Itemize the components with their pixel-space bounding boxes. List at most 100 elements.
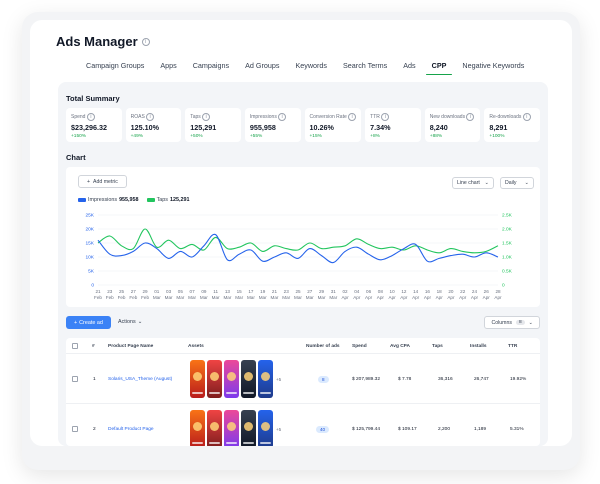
metric-card-spend: Spend i $23,296.32 +150% <box>66 108 122 142</box>
screenshot-thumbnail[interactable] <box>207 360 222 398</box>
row-checkbox[interactable] <box>72 376 78 382</box>
header-spend[interactable]: Spend <box>352 344 367 349</box>
screenshot-thumbnail[interactable] <box>224 360 239 398</box>
header-ttr[interactable]: TTR <box>508 344 518 349</box>
tab-negative-keywords[interactable]: Negative Keywords <box>462 61 525 70</box>
header-installs[interactable]: Installs <box>470 344 487 349</box>
row-taps: 36,316 <box>438 377 453 382</box>
metric-card-impressions: Impressions i 955,958 +55% <box>244 108 301 142</box>
screenshot-thumbnail[interactable] <box>258 410 273 446</box>
chart-legend: Impressions 955,958 Taps 125,291 <box>78 197 189 203</box>
metric-value: 955,958 <box>249 123 276 132</box>
screenshot-thumbnail[interactable] <box>190 360 205 398</box>
x-axis-tick-day: 15 <box>237 289 243 294</box>
screenshot-thumbnail[interactable] <box>190 410 205 446</box>
header-number[interactable]: # <box>92 344 95 349</box>
header-product-page-name[interactable]: Product Page Name <box>108 344 154 349</box>
legend-total: 955,958 <box>119 197 139 203</box>
create-ad-label: Create ad <box>79 319 103 326</box>
header-assets[interactable]: Assets <box>188 344 204 349</box>
chart-type-select[interactable]: Line chart ⌄ <box>452 177 494 189</box>
table-row[interactable]: 2 Default Product Page +5 40 $ 125,799.4… <box>66 404 540 446</box>
x-axis-tick-month: Apr <box>353 295 361 300</box>
x-axis-tick-month: Apr <box>494 295 502 300</box>
info-icon: i <box>381 113 390 121</box>
metric-label: Impressions <box>249 114 277 120</box>
tab-search-terms[interactable]: Search Terms <box>343 61 388 70</box>
asset-thumbnails[interactable]: +5 <box>190 360 281 398</box>
metric-change: +150% <box>71 134 87 139</box>
chevron-down-icon: ⌄ <box>528 319 533 326</box>
screenshot-thumbnail[interactable] <box>224 410 239 446</box>
tab-ads[interactable]: Ads <box>403 61 416 70</box>
product-page-link[interactable]: Solaris_USA_Theme (August) <box>108 377 173 382</box>
actions-dropdown[interactable]: Actions ⌄ <box>118 319 142 325</box>
info-icon: i <box>146 113 155 121</box>
x-axis-tick-day: 01 <box>154 289 160 294</box>
row-checkbox[interactable] <box>72 426 78 432</box>
x-axis-tick-month: Mar <box>306 295 314 300</box>
more-assets-count[interactable]: +5 <box>276 426 282 432</box>
metric-label: ROAS <box>130 114 145 120</box>
legend-swatch <box>146 198 155 202</box>
info-icon[interactable]: i <box>141 37 150 46</box>
actions-label: Actions <box>118 319 136 325</box>
x-axis-tick-day: 16 <box>425 289 431 294</box>
row-installs: 1,189 <box>474 427 487 432</box>
legend-item-taps[interactable]: Taps 125,291 <box>146 197 189 203</box>
screenshot-thumbnail[interactable] <box>258 360 273 398</box>
tab-ad-groups[interactable]: Ad Groups <box>245 61 280 70</box>
metric-change: +8% <box>370 134 380 139</box>
chart-type-value: Line chart <box>457 180 480 186</box>
create-ad-button[interactable]: + Create ad <box>66 316 111 329</box>
legend-item-impressions[interactable]: Impressions 955,958 <box>78 197 139 203</box>
header-taps[interactable]: Taps <box>432 344 443 349</box>
x-axis-tick-day: 19 <box>260 289 266 294</box>
table-row[interactable]: 1 Solaris_USA_Theme (August) +5 8 $ 207,… <box>66 354 540 404</box>
x-axis-tick-day: 07 <box>190 289 196 294</box>
x-axis-tick-month: Mar <box>165 295 173 300</box>
interval-select[interactable]: Daily ⌄ <box>500 177 534 189</box>
ads-manager-window: Ads Manager i Campaign Groups Apps Campa… <box>30 20 572 446</box>
header-avg-cpa[interactable]: Avg CPA <box>390 344 410 349</box>
x-axis-tick-day: 03 <box>166 289 172 294</box>
summary-metrics: Spend i $23,296.32 +150% ROAS i 125.10% … <box>66 108 541 142</box>
tab-cpp[interactable]: CPP <box>424 59 455 75</box>
row-installs: 26,747 <box>474 377 489 382</box>
tab-campaigns[interactable]: Campaigns <box>192 61 230 70</box>
product-page-link[interactable]: Default Product Page <box>108 427 154 432</box>
x-axis-tick-day: 26 <box>484 289 490 294</box>
x-axis-tick-month: Feb <box>141 295 149 300</box>
metric-value: $23,296.32 <box>71 123 107 132</box>
metric-card-conversion-rate: Conversion Rate i 10.26% +15% <box>304 108 362 142</box>
columns-dropdown[interactable]: Columns 8 ⌄ <box>484 316 540 329</box>
add-metric-label: Add metric <box>93 178 118 185</box>
x-axis-tick-month: Feb <box>94 295 102 300</box>
y-axis-right-tick: 0.5K <box>502 269 513 275</box>
row-avg-cpa: $ 7.78 <box>398 377 412 382</box>
chart-section-title: Chart <box>66 153 86 162</box>
metric-label: Conversion Rate <box>309 114 347 120</box>
metric-change: +50% <box>190 134 203 139</box>
header-number-of-ads[interactable]: Number of ads <box>306 344 340 349</box>
legend-label: Taps <box>156 197 168 203</box>
tab-campaign-groups[interactable]: Campaign Groups <box>86 61 145 70</box>
chevron-down-icon: ⌄ <box>484 180 489 186</box>
metric-value: 8,240 <box>429 123 448 132</box>
screenshot-thumbnail[interactable] <box>241 360 256 398</box>
screenshot-thumbnail[interactable] <box>207 410 222 446</box>
ads-count-badge: 40 <box>316 426 330 433</box>
tab-keywords[interactable]: Keywords <box>295 61 328 70</box>
x-axis-tick-day: 24 <box>472 289 478 294</box>
row-ttr: 19.92% <box>510 377 527 382</box>
x-axis-tick-day: 04 <box>354 289 360 294</box>
asset-thumbnails[interactable]: +5 <box>190 410 281 446</box>
screenshot-thumbnail[interactable] <box>241 410 256 446</box>
tab-apps[interactable]: Apps <box>160 61 177 70</box>
more-assets-count[interactable]: +5 <box>276 376 282 382</box>
select-all-checkbox[interactable] <box>72 343 78 349</box>
x-axis-tick-month: Apr <box>412 295 420 300</box>
x-axis-tick-month: Mar <box>212 295 220 300</box>
add-metric-button[interactable]: + Add metric <box>78 175 127 188</box>
